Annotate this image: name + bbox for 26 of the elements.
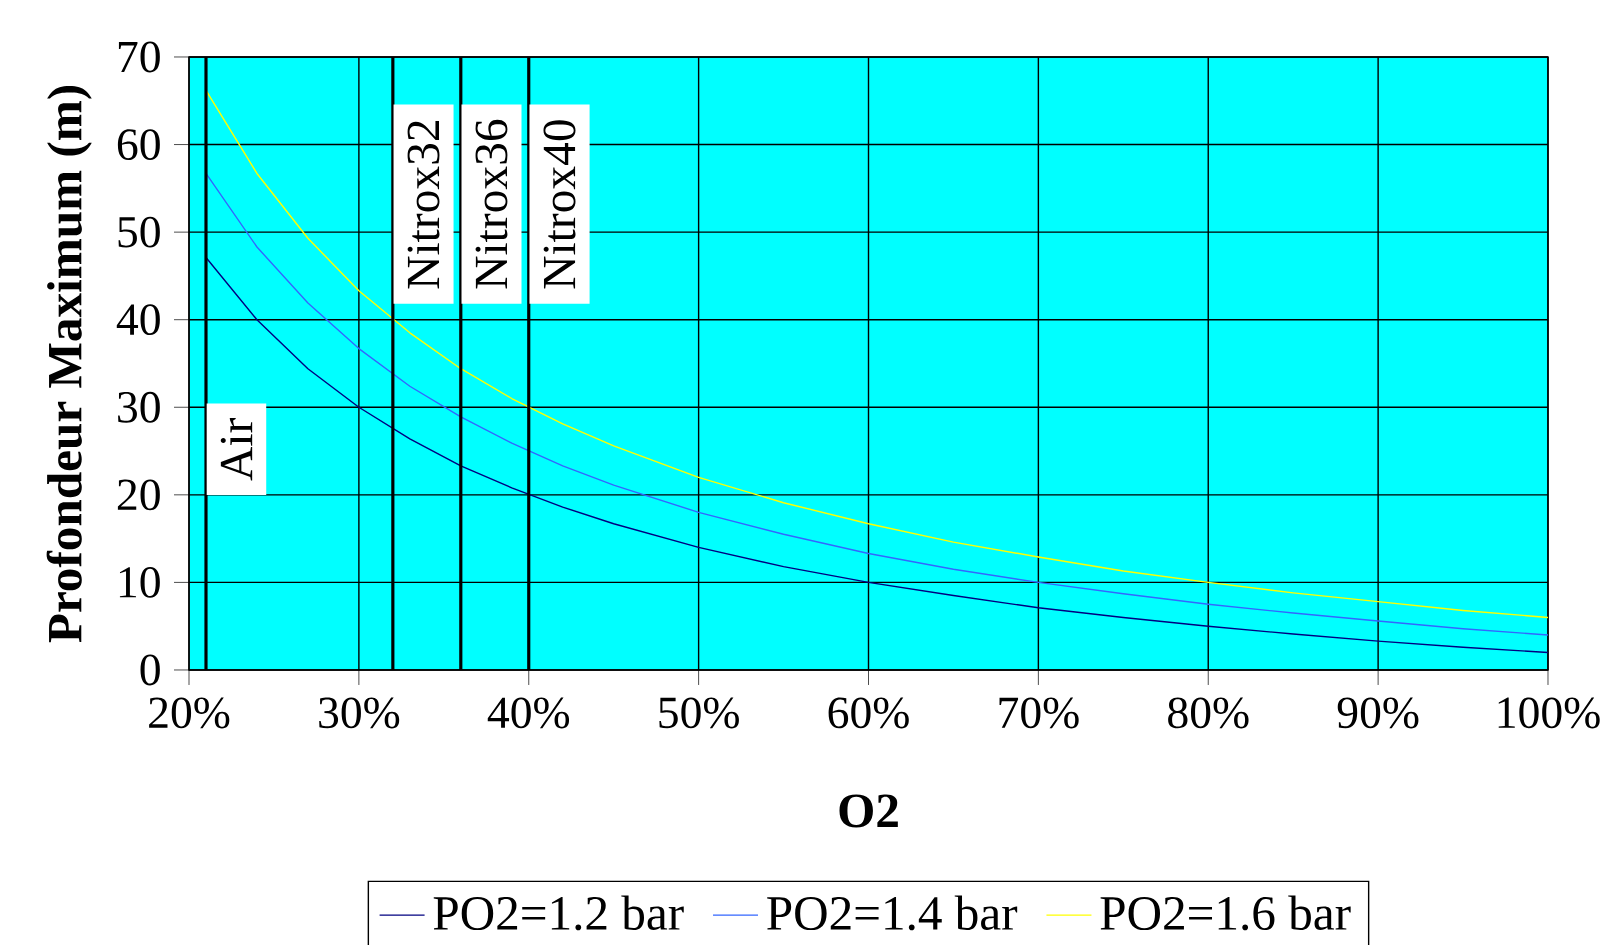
ref-line-label: Nitrox36: [475, 119, 508, 289]
legend-label: PO2=1.2 bar: [433, 895, 684, 931]
y-tick-label: 60: [117, 129, 160, 160]
y-tick-label: 30: [118, 391, 160, 423]
legend-label: PO2=1.6 bar: [1100, 895, 1351, 931]
x-tick-label: 80%: [1168, 697, 1249, 729]
y-tick-label: 0: [140, 654, 160, 686]
x-tick-label: 90%: [1337, 697, 1419, 729]
x-tick-label: 60%: [828, 697, 909, 729]
x-tick-label: 30%: [319, 697, 400, 729]
ref-line-label: Nitrox40: [543, 120, 576, 289]
x-tick-label: 100%: [1498, 697, 1600, 729]
y-tick-label: 20: [117, 479, 160, 511]
y-tick-label: 50: [118, 216, 160, 248]
x-tick-label: 20%: [149, 697, 230, 729]
y-tick-label: 70: [118, 41, 160, 73]
x-axis-title: O2: [839, 794, 898, 828]
y-tick-label: 10: [119, 567, 160, 598]
x-tick-label: 50%: [659, 697, 739, 729]
x-tick-label: 70%: [999, 697, 1079, 729]
y-axis-title: Profondeur Maximum (m): [46, 86, 92, 643]
x-tick-label: 40%: [487, 697, 570, 729]
ref-line-label: Air: [220, 418, 253, 481]
y-tick-label: 40: [116, 304, 160, 336]
legend-label: PO2=1.4 bar: [767, 895, 1018, 931]
ref-line-label: Nitrox32: [407, 121, 440, 289]
